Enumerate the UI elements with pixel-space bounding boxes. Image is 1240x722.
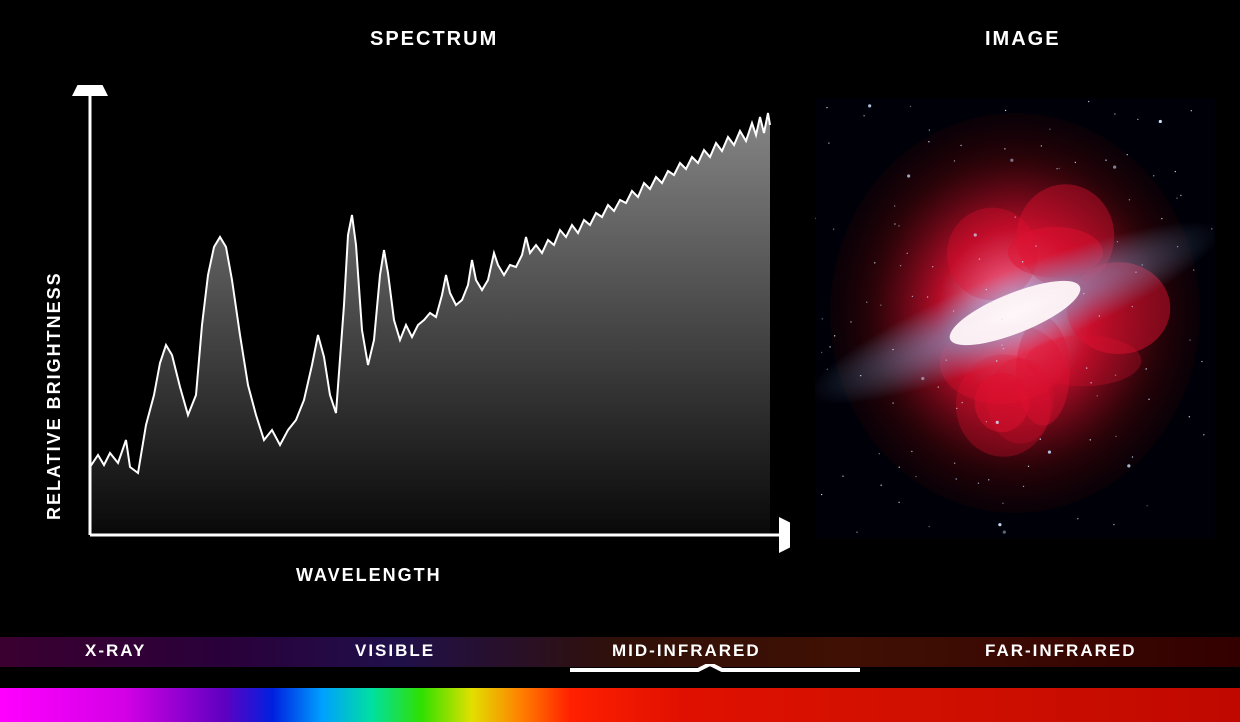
x-axis-label: WAVELENGTH [296, 565, 442, 586]
band-indicator [570, 664, 860, 684]
spectrum-chart [70, 85, 790, 555]
band-label-xray: X-RAY [85, 641, 146, 661]
band-label-farinfrared: FAR-INFRARED [985, 641, 1137, 661]
y-axis-label: RELATIVE BRIGHTNESS [44, 271, 65, 520]
spectrum-gradient-row [0, 688, 1240, 722]
image-title: IMAGE [985, 28, 1061, 51]
galaxy-image [815, 98, 1215, 538]
spectrum-title: SPECTRUM [370, 28, 498, 51]
band-label-midinfrared: MID-INFRARED [612, 641, 761, 661]
band-label-visible: VISIBLE [355, 641, 435, 661]
